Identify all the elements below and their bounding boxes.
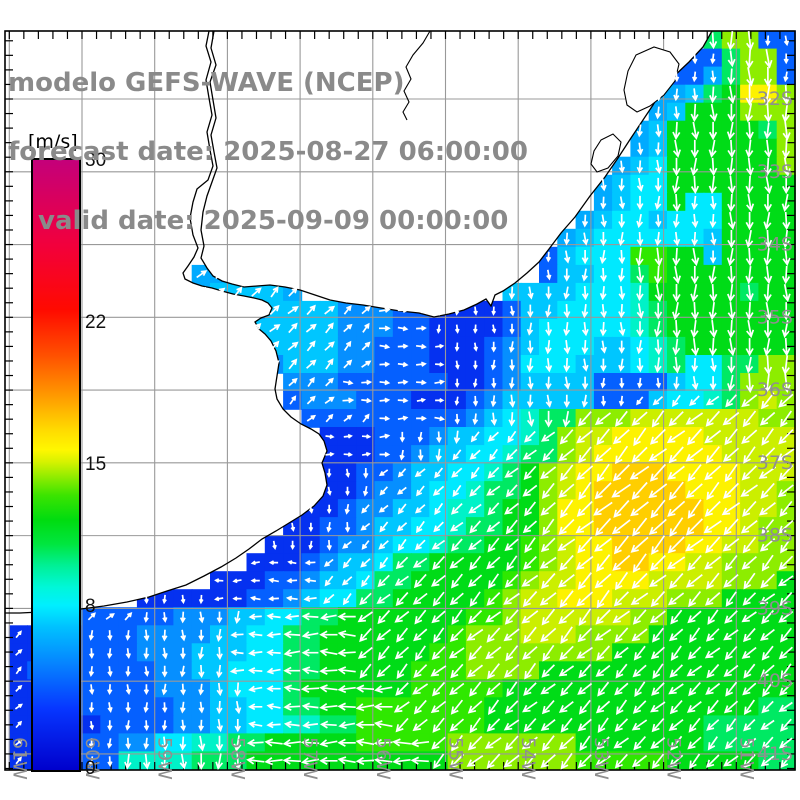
colorbar-tick-label: 30 [85,150,107,171]
colorbar-tick-label: 0 [85,758,96,779]
colorbar-tick-label: 8 [85,596,96,617]
colorbar-tick-label: 15 [85,454,107,475]
land-fill [5,31,712,613]
valid-date: valid date: 2025-09-09 00:00:00 [38,206,509,236]
lat-label: 32S [757,88,793,110]
lon-label: 57W [299,737,321,780]
lat-label: 41S [757,743,793,765]
lat-label: 33S [757,161,793,183]
colorbar-gradient [31,158,81,772]
lat-label: 40S [757,670,793,692]
lat-label: 37S [757,452,793,474]
title-block: modelo GEFS-WAVE (NCEP) forecast date: 2… [8,26,528,279]
lon-label: 56W [372,737,394,780]
lon-label: 59W [154,737,176,780]
lat-label: 35S [757,306,793,328]
lat-label: 36S [757,379,793,401]
model-title: modelo GEFS-WAVE (NCEP) [8,68,405,98]
lat-label: 38S [757,525,793,547]
lon-label: 52W [663,737,685,780]
colorbar-unit-label: [m/s] [28,131,78,153]
colorbar-tick-label: 22 [85,312,107,333]
forecast-date: forecast date: 2025-08-27 06:00:00 [8,137,528,167]
geo-labels: 32S 33S 34S 35S 36S 37S 38S 39S 40S 41S 61W 60W 59W 5… [8,88,793,780]
lon-label: 53W [590,737,612,780]
lat-label: 39S [757,597,793,619]
lon-label: 55W [445,737,467,780]
lon-label: 58W [226,737,248,780]
lat-label: 34S [757,234,793,256]
lon-label: 51W [735,737,757,780]
lon-label: 54W [517,737,539,780]
lon-label: 60W [81,737,103,780]
lon-label: 61W [8,737,30,780]
